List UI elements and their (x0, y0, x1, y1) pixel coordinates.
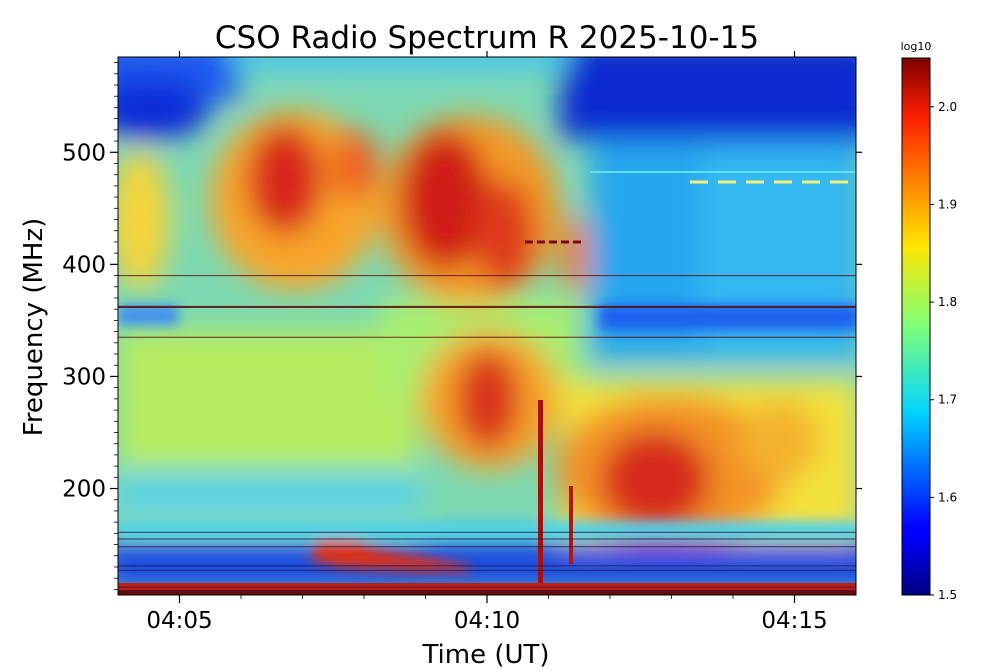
burst-low-freq-core (600, 430, 710, 530)
quiet-bottom-band-fill (118, 540, 856, 590)
spectrogram-plot (118, 57, 856, 595)
burst-high-freq-2-edge (561, 215, 589, 295)
y-tick-label: 500 (62, 140, 106, 166)
y-tick-label: 200 (62, 477, 106, 503)
y-axis: 200 300 400 500 (62, 62, 862, 590)
burst-mid-freq-core (456, 350, 520, 450)
burst-high-freq-2-core (400, 130, 490, 270)
x-axis-label: Time (UT) (421, 640, 549, 670)
bottom-dark-band (118, 591, 856, 595)
bottom-cyan-strip (118, 522, 856, 540)
burst-left-yellow (118, 150, 170, 290)
chart-title: CSO Radio Spectrum R 2025-10-15 (215, 20, 759, 56)
band-blue-left (118, 305, 178, 325)
quiet-top-band-fill (560, 57, 856, 140)
colorbar (901, 57, 931, 596)
colorbar-tick-label: 1.8 (938, 295, 957, 309)
burst-low-freq-right (740, 400, 820, 480)
x-tick-label: 04:15 (761, 608, 827, 634)
quiet-top-left-dark (118, 80, 210, 140)
region-low-cyan (118, 470, 418, 520)
burst-high-freq-1-core (247, 125, 323, 235)
spectrogram-emission (118, 57, 856, 590)
y-tick-label: 400 (62, 252, 106, 278)
fast-spike-2 (569, 486, 573, 564)
y-tick-label: 300 (62, 364, 106, 390)
x-axis: 04:05 04:10 04:15 (146, 51, 828, 634)
fast-spike-1 (538, 400, 543, 585)
y-axis-label: Frequency (MHz) (19, 218, 49, 437)
spectrogram-details (118, 305, 856, 572)
burst-high-freq-2-tail (475, 180, 535, 290)
colorbar-tick-label: 1.9 (938, 197, 957, 211)
x-tick-label: 04:10 (454, 608, 520, 634)
burst-high-freq-1-side (330, 130, 380, 200)
band-blue-360 (600, 305, 856, 330)
colorbar-ticks: 1.5 1.6 1.7 1.8 1.9 2.0 (930, 100, 957, 602)
colorbar-tick-label: 1.5 (938, 588, 957, 602)
interference-lines (118, 275, 856, 592)
drifting-burst-shape (310, 532, 470, 572)
colorbar-tick-label: 1.6 (938, 490, 957, 504)
quiet-top-center (230, 57, 570, 70)
colorbar-tick-label: 1.7 (938, 393, 957, 407)
x-tick-label: 04:05 (146, 608, 212, 634)
colorbar-tick-label: 2.0 (938, 100, 957, 114)
colorbar-unit-label: log10 (901, 40, 932, 53)
